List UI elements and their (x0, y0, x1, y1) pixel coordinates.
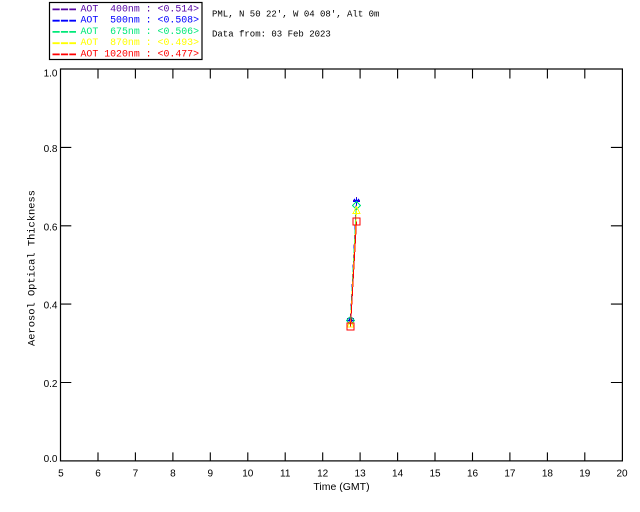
svg-text:0.0: 0.0 (44, 454, 58, 465)
svg-text:6: 6 (95, 468, 101, 479)
svg-text:18: 18 (542, 468, 554, 479)
svg-text:7: 7 (133, 468, 139, 479)
svg-text:14: 14 (392, 468, 404, 479)
svg-text:Data from: 03 Feb 2023: Data from: 03 Feb 2023 (212, 30, 331, 40)
svg-text:Time (GMT): Time (GMT) (313, 481, 369, 493)
svg-text:19: 19 (579, 468, 591, 479)
svg-text:11: 11 (280, 468, 291, 479)
svg-text:AOT 870nm : <0.493>: AOT 870nm : <0.493> (81, 37, 200, 48)
svg-text:17: 17 (504, 468, 516, 479)
svg-text:AOT 400nm : <0.514>: AOT 400nm : <0.514> (81, 3, 200, 14)
svg-text:Aerosol Optical Thickness: Aerosol Optical Thickness (27, 190, 39, 346)
svg-text:10: 10 (242, 468, 254, 479)
svg-text:13: 13 (355, 468, 367, 479)
svg-text:0.6: 0.6 (44, 222, 58, 233)
svg-text:16: 16 (467, 468, 479, 479)
svg-text:0.4: 0.4 (44, 301, 58, 312)
svg-text:0.8: 0.8 (44, 144, 58, 155)
svg-text:PML, N 50 22', W 04 08', Alt 0: PML, N 50 22', W 04 08', Alt 0m (212, 10, 379, 20)
svg-text:0.2: 0.2 (44, 379, 58, 390)
svg-text:20: 20 (616, 468, 628, 479)
svg-text:12: 12 (317, 468, 329, 479)
svg-text:8: 8 (170, 468, 176, 479)
svg-text:AOT 500nm : <0.508>: AOT 500nm : <0.508> (81, 15, 200, 26)
svg-text:AOT 675nm : <0.506>: AOT 675nm : <0.506> (81, 26, 200, 37)
svg-text:AOT 1020nm : <0.477>: AOT 1020nm : <0.477> (81, 48, 200, 59)
svg-text:1.0: 1.0 (44, 69, 58, 80)
svg-text:15: 15 (429, 468, 441, 479)
svg-text:5: 5 (58, 468, 64, 479)
svg-text:9: 9 (208, 468, 214, 479)
